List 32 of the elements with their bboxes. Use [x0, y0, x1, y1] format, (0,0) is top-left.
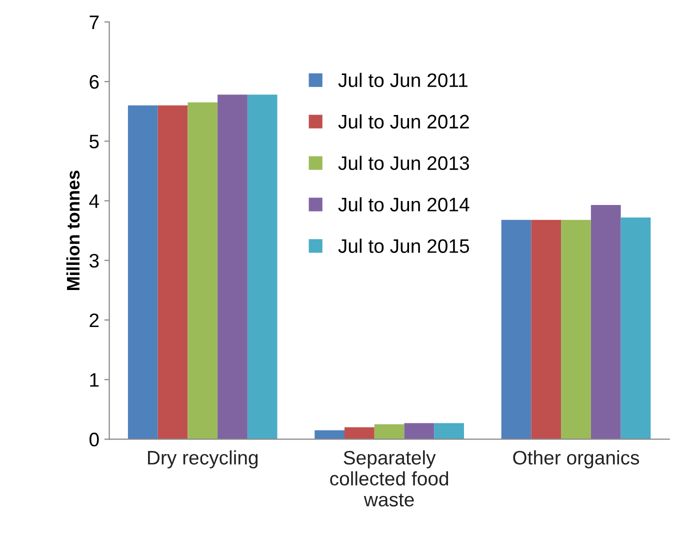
x-tick-label: Dry recycling	[148, 450, 258, 468]
y-tick-label: 1	[90, 373, 99, 387]
bar	[404, 423, 434, 440]
y-axis-title: Million tonnes	[66, 170, 80, 290]
bar	[501, 220, 532, 440]
bar	[374, 424, 404, 440]
y-tick-label: 2	[90, 313, 99, 328]
legend-label: Jul to Jun 2013	[338, 156, 469, 170]
y-tick-label: 4	[89, 194, 99, 208]
x-tick-label: Other organics	[513, 450, 640, 468]
bar	[620, 217, 651, 440]
bar	[561, 220, 591, 440]
bar	[188, 102, 218, 440]
legend-label: Jul to Jun 2011	[338, 72, 468, 88]
bar	[128, 105, 158, 440]
y-tick-label: 7	[90, 16, 99, 30]
legend-label: Jul to Jun 2012	[338, 114, 469, 129]
bar	[434, 423, 464, 440]
legend-label: Jul to Jun 2015	[338, 238, 470, 253]
y-tick-label: 3	[89, 254, 99, 268]
legend-label: Jul to Jun 2014	[338, 197, 470, 212]
bar	[158, 105, 188, 440]
bar	[531, 220, 562, 440]
bar	[344, 427, 374, 440]
bar	[247, 94, 278, 440]
bar	[218, 94, 248, 440]
y-tick-label: 0	[90, 432, 99, 446]
x-tick-label: Separately collected food waste	[330, 450, 448, 506]
bar	[314, 430, 345, 440]
bar	[590, 204, 621, 440]
y-tick-label: 5	[90, 134, 99, 148]
y-tick-label: 6	[90, 75, 99, 89]
